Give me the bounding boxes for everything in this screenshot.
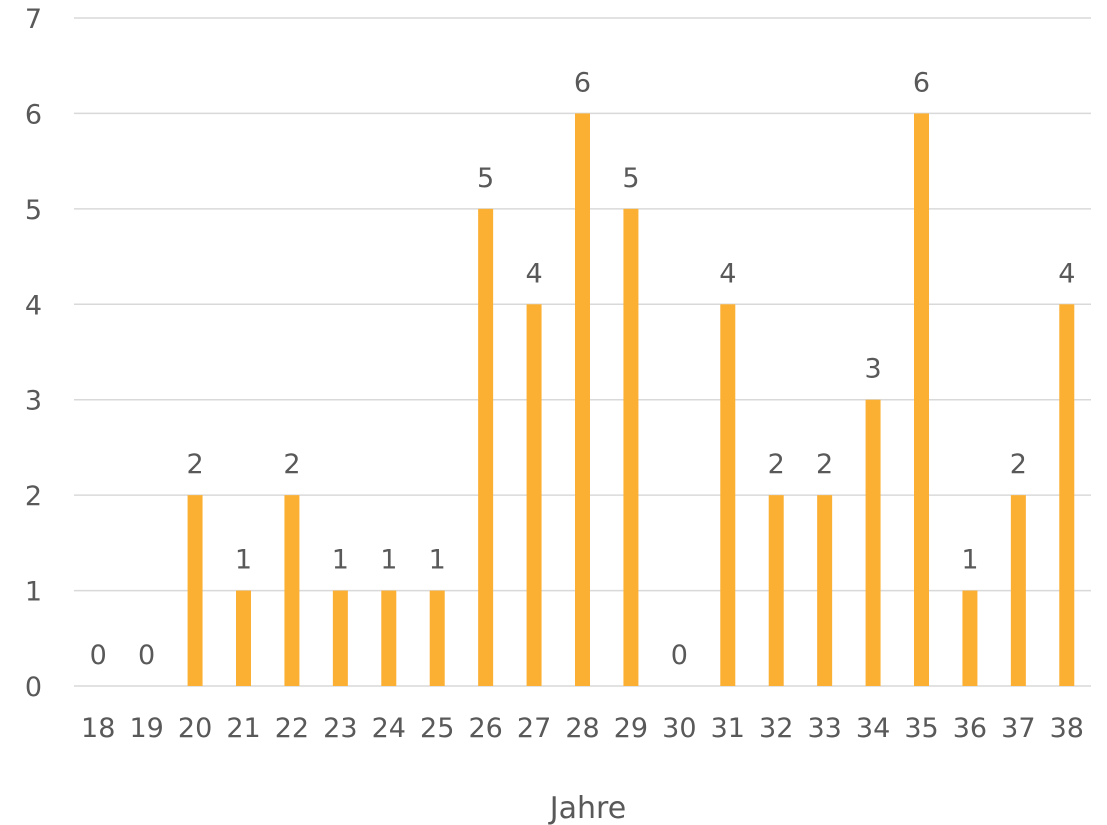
bar-25 xyxy=(429,590,445,686)
bars xyxy=(187,113,1075,686)
y-tick-label: 6 xyxy=(25,99,42,130)
bar-29 xyxy=(623,208,639,686)
bar-37 xyxy=(1010,495,1026,686)
bar-22 xyxy=(284,495,300,686)
bar-27 xyxy=(526,304,542,686)
bar-31 xyxy=(720,304,736,686)
data-label-20: 2 xyxy=(186,449,203,480)
x-tick-label-21: 21 xyxy=(226,713,260,744)
x-axis-ticks: 18 19 20 21 22 23 24 25 26 27 28 29 30 31 32 33 34 35 36 37… xyxy=(81,713,1084,744)
bar-21 xyxy=(236,590,251,686)
data-label-19: 0 xyxy=(138,640,155,671)
x-tick-label-18: 18 xyxy=(81,713,115,744)
x-tick-label-34: 34 xyxy=(856,713,890,744)
y-tick-label: 7 xyxy=(25,4,42,35)
y-axis-ticks: 0 1 2 3 4 5 6 7 xyxy=(25,4,42,703)
x-tick-label-23: 23 xyxy=(323,713,357,744)
bar-20 xyxy=(187,495,203,686)
x-tick-label-33: 33 xyxy=(807,713,841,744)
bar-32 xyxy=(768,495,784,686)
x-tick-label-35: 35 xyxy=(904,713,938,744)
data-label-22: 2 xyxy=(283,449,300,480)
data-label-36: 1 xyxy=(961,545,978,576)
x-tick-label-22: 22 xyxy=(275,713,309,744)
data-label-38: 4 xyxy=(1058,258,1075,289)
x-tick-label-19: 19 xyxy=(129,713,163,744)
data-label-30: 0 xyxy=(671,640,688,671)
x-tick-label-25: 25 xyxy=(420,713,454,744)
data-label-32: 2 xyxy=(768,449,785,480)
bar-34 xyxy=(865,399,881,686)
data-label-27: 4 xyxy=(525,258,542,289)
y-tick-label: 2 xyxy=(25,481,42,512)
x-tick-label-24: 24 xyxy=(372,713,406,744)
data-label-23: 1 xyxy=(332,545,349,576)
bar-38 xyxy=(1059,304,1075,686)
data-label-34: 3 xyxy=(864,354,881,385)
data-label-35: 6 xyxy=(913,67,930,98)
x-tick-label-38: 38 xyxy=(1050,713,1084,744)
y-tick-label: 1 xyxy=(25,577,42,608)
x-tick-label-37: 37 xyxy=(1001,713,1035,744)
data-label-24: 1 xyxy=(380,545,397,576)
x-tick-label-32: 32 xyxy=(759,713,793,744)
data-label-25: 1 xyxy=(429,545,446,576)
x-tick-label-36: 36 xyxy=(953,713,987,744)
x-tick-label-28: 28 xyxy=(565,713,599,744)
bar-36 xyxy=(962,590,978,686)
bar-35 xyxy=(914,113,929,686)
data-label-33: 2 xyxy=(816,449,833,480)
x-tick-label-27: 27 xyxy=(517,713,551,744)
x-tick-label-20: 20 xyxy=(178,713,212,744)
bar-28 xyxy=(575,113,590,686)
data-label-26: 5 xyxy=(477,163,494,194)
bar-26 xyxy=(478,208,494,686)
data-label-18: 0 xyxy=(90,640,107,671)
data-label-29: 5 xyxy=(622,163,639,194)
bar-24 xyxy=(381,590,397,686)
x-tick-label-29: 29 xyxy=(614,713,648,744)
y-tick-label: 3 xyxy=(25,386,42,417)
y-tick-label: 0 xyxy=(25,672,42,703)
x-axis-title: Jahre xyxy=(548,791,626,825)
data-label-21: 1 xyxy=(235,545,252,576)
x-tick-label-26: 26 xyxy=(468,713,502,744)
y-tick-label: 4 xyxy=(25,290,42,321)
x-tick-label-31: 31 xyxy=(711,713,745,744)
bar-33 xyxy=(817,495,833,686)
data-label-37: 2 xyxy=(1010,449,1027,480)
bar-23 xyxy=(332,590,348,686)
y-tick-label: 5 xyxy=(25,195,42,226)
x-tick-label-30: 30 xyxy=(662,713,696,744)
data-label-28: 6 xyxy=(574,67,591,98)
data-label-31: 4 xyxy=(719,258,736,289)
